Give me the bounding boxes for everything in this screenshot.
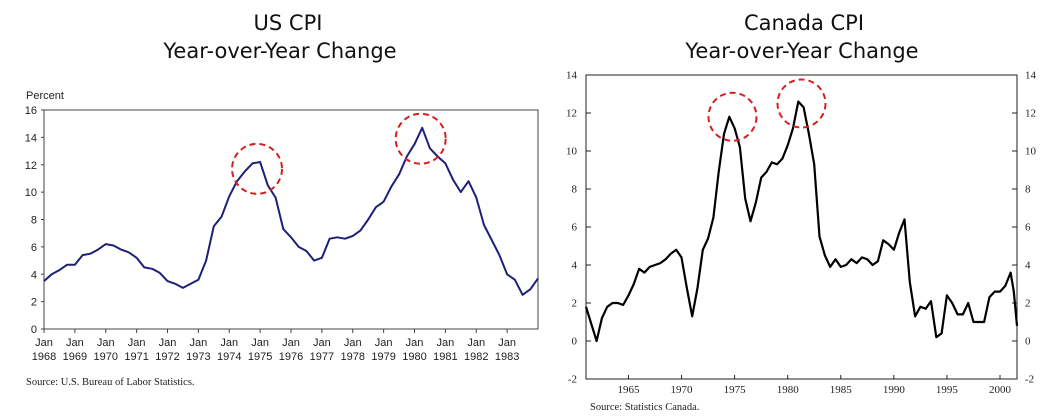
us-plot-frame [44,110,538,329]
us-peak-highlight-circle [232,144,282,194]
us-cpi-chart: US CPI Year-over-Year Change Percent 0 2 4… [25,11,538,388]
ca-y-tick-label-left: 0 [572,336,578,348]
ca-chart-title: Canada CPI [744,11,864,35]
us-x-tick-year: 1981 [433,351,457,363]
us-x-tick-year: 1982 [464,351,488,363]
us-x-tick-year: 1978 [341,351,365,363]
us-cpi-line [44,128,538,295]
us-x-tick-month: Jan [437,337,455,349]
ca-x-tick-label: 1965 [617,384,640,396]
us-x-tick-month: Jan [35,337,53,349]
us-x-tick-year: 1970 [94,351,118,363]
us-y-tick-label: 14 [25,132,37,144]
ca-y-tick-label-right: 10 [1025,146,1037,158]
us-x-tick-year: 1976 [279,351,303,363]
us-x-tick-month: Jan [66,337,84,349]
us-y-tick-label: 0 [31,324,37,336]
us-series-group [44,128,538,295]
ca-x-tick-label: 1970 [671,384,694,396]
ca-x-tick-label: 1990 [883,384,906,396]
ca-y-tick-label-right: 12 [1025,108,1036,120]
ca-y-tick-label-left: -2 [568,374,577,386]
us-x-tick-year: 1975 [248,351,272,363]
ca-x-tick-label: 2000 [989,384,1012,396]
ca-plot-frame [586,75,1017,379]
us-y-ticks: 0 2 4 6 8 10 12 14 16 [25,105,44,336]
ca-series-group [586,102,1017,341]
ca-x-tick-label: 1985 [830,384,853,396]
ca-y-ticks: -2 -2 0 0 2 2 4 4 6 6 8 8 10 10 12 12 14 14 [566,70,1037,386]
us-x-tick-month: Jan [251,337,269,349]
us-y-tick-label: 4 [31,269,37,281]
ca-y-tick-label-right: 0 [1025,336,1031,348]
ca-y-tick-label-left: 14 [566,70,578,82]
us-x-tick-year: 1971 [124,351,148,363]
ca-y-tick-label-left: 8 [572,184,578,196]
ca-x-ticks: 1965 1970 1975 1980 1985 1990 1995 2000 [617,375,1011,396]
us-x-tick-month: Jan [220,337,238,349]
us-x-tick-year: 1977 [310,351,334,363]
us-x-tick-month: Jan [344,337,362,349]
us-highlight-group [232,114,446,194]
ca-x-tick-label: 1980 [777,384,800,396]
us-x-tick-month: Jan [406,337,424,349]
us-y-axis-label: Percent [26,90,64,102]
us-x-tick-year: 1979 [371,351,395,363]
ca-y-tick-label-right: 14 [1025,70,1037,82]
canada-cpi-chart: Canada CPI Year-over-Year Change -2 -2 0 0 2… [566,11,1037,413]
us-x-tick-year: 1972 [155,351,179,363]
ca-y-tick-label-right: 2 [1025,298,1031,310]
ca-y-tick-label-right: 4 [1025,260,1031,272]
ca-y-tick-label-left: 10 [566,146,578,158]
us-y-tick-label: 6 [31,242,37,254]
us-x-tick-year: 1980 [402,351,426,363]
us-chart-subtitle: Year-over-Year Change [162,39,396,63]
us-y-tick-label: 10 [25,187,37,199]
ca-chart-subtitle: Year-over-Year Change [684,39,918,63]
us-x-tick-month: Jan [190,337,208,349]
ca-y-tick-label-left: 2 [572,298,578,310]
us-x-ticks: Jan 1968 Jan 1969 Jan 1970 Jan 1971 Jan 1972 Jan 19… [32,329,520,363]
us-x-tick-year: 1974 [217,351,241,363]
ca-peak-highlight-circle [708,93,756,141]
us-x-tick-month: Jan [467,337,485,349]
us-x-tick-month: Jan [375,337,393,349]
ca-y-tick-label-left: 12 [566,108,577,120]
ca-y-tick-label-left: 6 [572,222,578,234]
ca-y-tick-label-right: -2 [1025,374,1034,386]
us-x-tick-year: 1969 [63,351,87,363]
us-x-tick-month: Jan [159,337,177,349]
us-x-tick-month: Jan [128,337,146,349]
us-y-tick-label: 12 [25,160,37,172]
canada-cpi-line [586,102,1017,341]
ca-x-tick-label: 1975 [724,384,747,396]
us-x-tick-year: 1973 [186,351,210,363]
us-x-tick-month: Jan [498,337,516,349]
us-y-tick-label: 16 [25,105,37,117]
ca-source-note: Source: Statistics Canada. [590,402,699,413]
us-x-tick-year: 1968 [32,351,56,363]
us-y-tick-label: 8 [31,215,37,227]
us-chart-title: US CPI [254,11,323,35]
us-x-tick-month: Jan [313,337,331,349]
ca-y-tick-label-left: 4 [572,260,578,272]
ca-x-tick-label: 1995 [936,384,959,396]
us-x-tick-year: 1983 [495,351,519,363]
us-y-tick-label: 2 [31,297,37,309]
us-x-tick-month: Jan [282,337,300,349]
ca-y-tick-label-right: 6 [1025,222,1031,234]
ca-y-tick-label-right: 8 [1025,184,1031,196]
us-x-tick-month: Jan [97,337,115,349]
us-source-note: Source: U.S. Bureau of Labor Statistics. [26,377,195,388]
